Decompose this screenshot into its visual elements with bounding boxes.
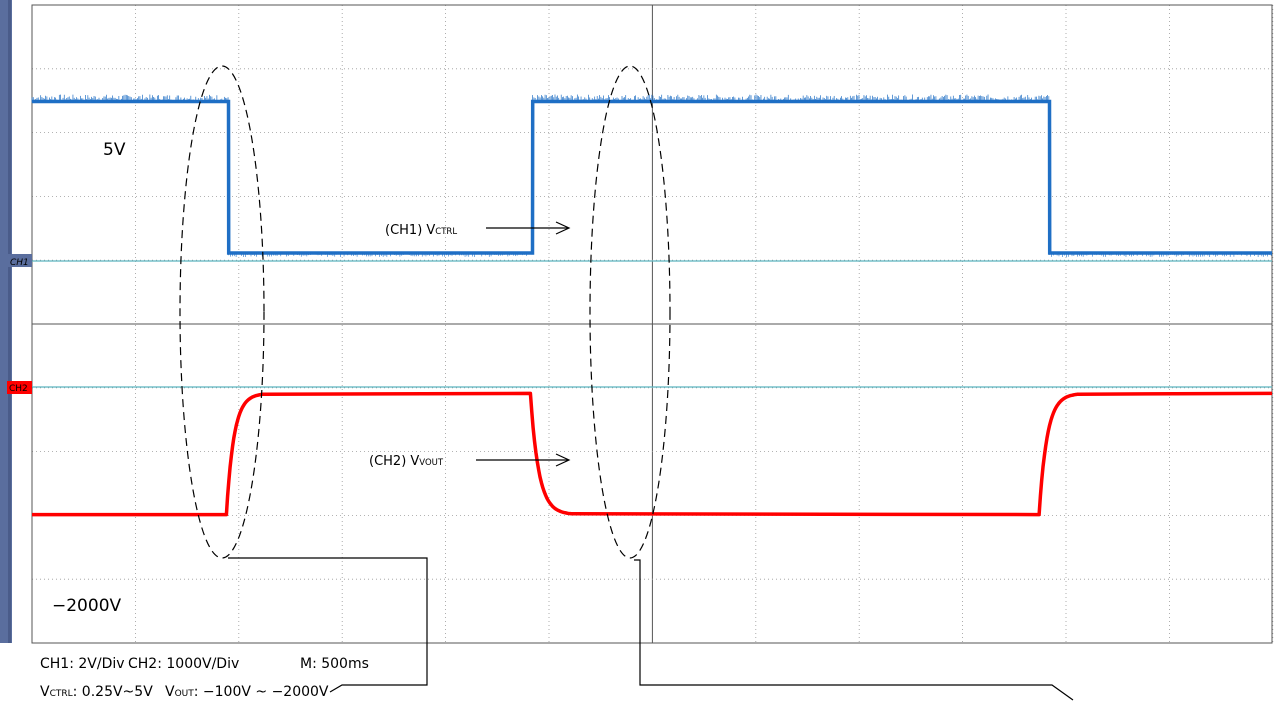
ch2-trace-label-prefix: (CH2) V	[369, 454, 419, 469]
footer-vctrl-prefix: V	[40, 684, 50, 700]
side-bar-stripe	[8, 0, 11, 643]
callout-line-left	[228, 557, 428, 693]
ch1-trace-label-sub: CTRL	[435, 227, 457, 237]
ch2-arrow-head	[555, 453, 571, 467]
ch1-trace-label-prefix: (CH1) V	[385, 223, 435, 238]
footer-ch2-scale: CH2: 1000V/Div	[128, 656, 239, 672]
footer-vout-prefix: V	[165, 684, 175, 700]
ch1-trace-label: (CH1) VCTRL	[385, 223, 457, 238]
ch1-trace	[32, 99, 1272, 255]
footer-time-scale: M: 500ms	[300, 656, 369, 672]
ch1-marker-label: CH1	[10, 258, 29, 268]
callout-line-right	[634, 559, 1074, 701]
footer-ch1-scale: CH1: 2V/Div	[40, 656, 125, 672]
footer-vout-range: VOUT: −100V ~ −2000V	[165, 684, 329, 700]
ch2-trace-label-sub: VOUT	[419, 458, 444, 468]
traces	[31, 94, 1273, 517]
ch1-arrow-head	[555, 221, 571, 235]
footer-vctrl-sub: CTRL	[50, 689, 73, 699]
transition-ellipse-left	[179, 65, 265, 559]
ch2-marker-label: CH2	[9, 384, 28, 394]
transition-ellipse-right	[589, 65, 671, 559]
ch1-marker	[7, 254, 32, 267]
footer-vout-value: : −100V ~ −2000V	[194, 684, 329, 700]
level-low-label: −2000V	[52, 596, 122, 616]
level-high-label: 5V	[103, 140, 126, 160]
footer-vctrl-value: : 0.25V~5V	[73, 684, 154, 700]
ch1-noise	[31, 94, 1272, 257]
ch2-marker	[7, 381, 32, 394]
footer-vctrl-range: VCTRL: 0.25V~5V	[40, 684, 153, 700]
grid-border	[31, 4, 1273, 644]
ch2-trace	[32, 391, 1273, 517]
footer-vout-sub: OUT	[175, 689, 195, 699]
ch2-trace-label: (CH2) VVOUT	[369, 454, 444, 469]
